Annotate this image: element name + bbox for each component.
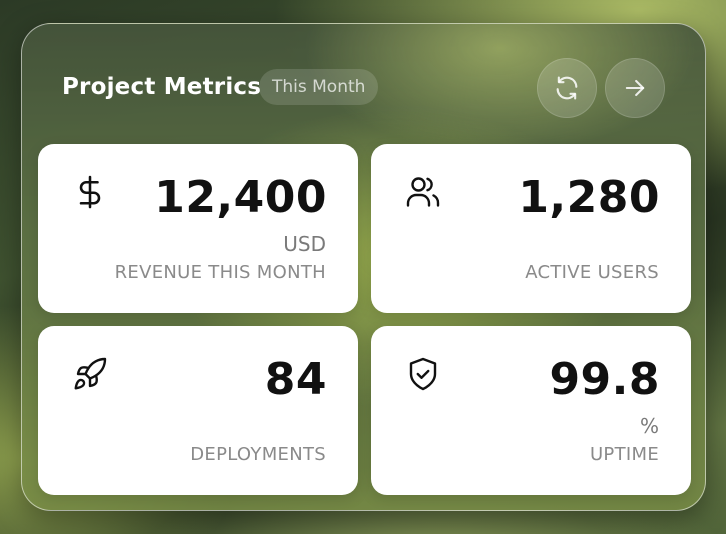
- refresh-icon: [556, 76, 578, 100]
- metric-unit: %: [639, 414, 659, 438]
- shield-check-icon: [409, 357, 437, 391]
- metrics-panel: Project Metrics This Month 12,400 USD RE…: [21, 23, 706, 511]
- metric-value: 1,280: [518, 172, 660, 223]
- metric-label: ACTIVE USERS: [525, 262, 659, 283]
- metric-card-revenue[interactable]: 12,400 USD REVENUE THIS MONTH: [38, 144, 358, 313]
- refresh-button[interactable]: [537, 58, 597, 118]
- metric-card-deployments[interactable]: 84 DEPLOYMENTS: [38, 326, 358, 495]
- rocket-icon: [74, 357, 107, 390]
- metric-label: UPTIME: [589, 444, 659, 465]
- metric-unit: USD: [283, 232, 326, 256]
- period-badge[interactable]: This Month: [259, 69, 379, 105]
- dollar-icon: [79, 175, 101, 209]
- metric-value: 84: [264, 354, 327, 405]
- metric-label: DEPLOYMENTS: [190, 444, 326, 465]
- metric-value: 12,400: [154, 172, 327, 223]
- metric-value: 99.8: [549, 354, 660, 405]
- metric-card-active-users[interactable]: 1,280 ACTIVE USERS: [371, 144, 691, 313]
- users-icon: [406, 177, 440, 207]
- arrow-right-icon: [625, 79, 645, 97]
- panel-title: Project Metrics: [62, 74, 262, 100]
- metric-card-uptime[interactable]: 99.8 % UPTIME: [371, 326, 691, 495]
- next-button[interactable]: [605, 58, 665, 118]
- metric-label: REVENUE THIS MONTH: [114, 262, 326, 283]
